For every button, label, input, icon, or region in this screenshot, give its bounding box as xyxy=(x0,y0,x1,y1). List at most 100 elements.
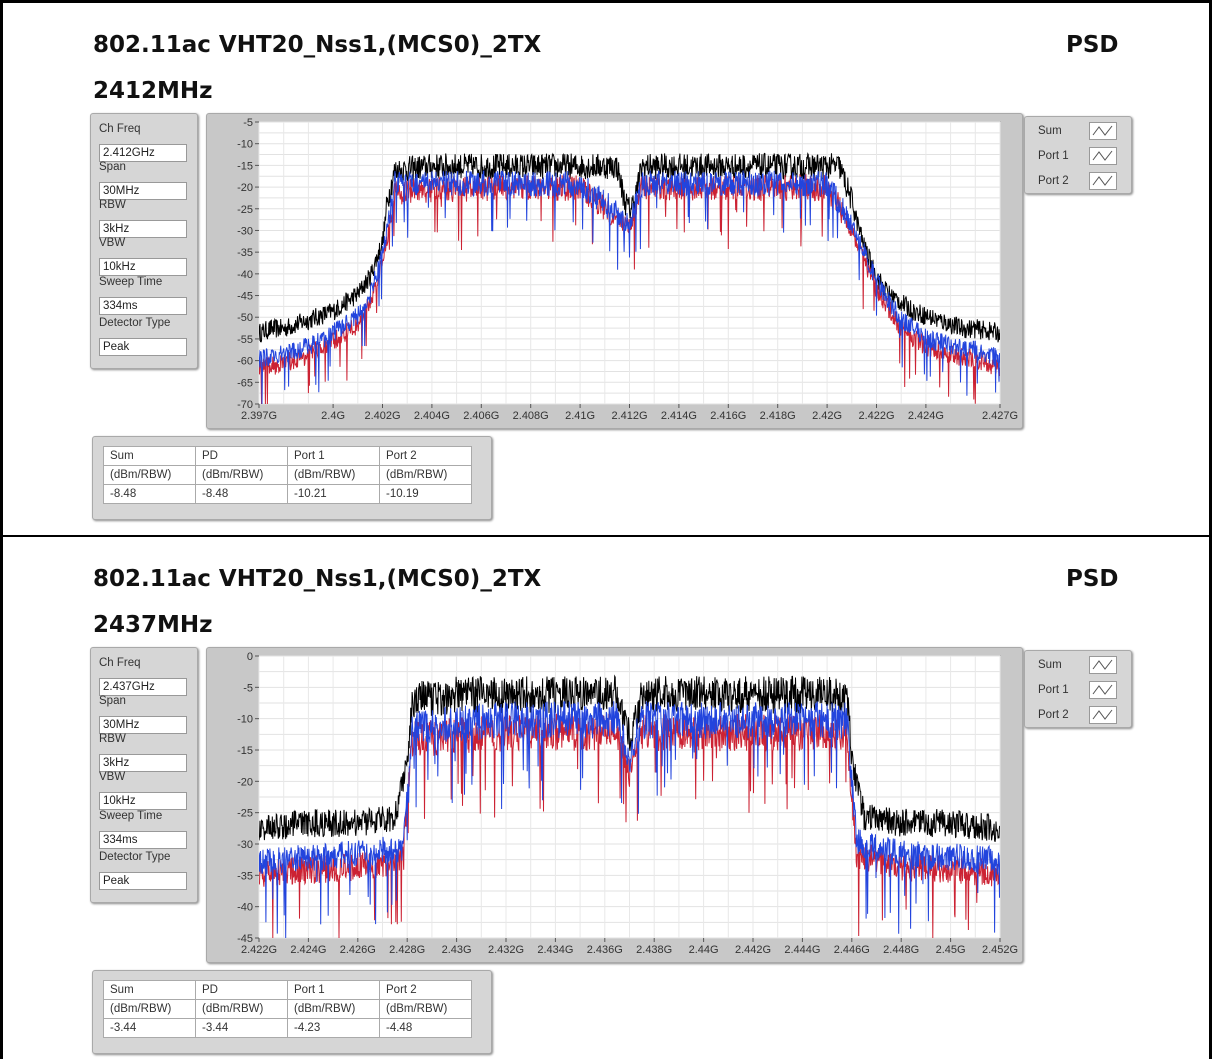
y-tick-label: -70 xyxy=(237,399,253,411)
setting-label: Ch Freq xyxy=(99,657,141,669)
y-tick-label: -35 xyxy=(237,870,253,882)
table-value: -8.48 xyxy=(195,484,288,504)
results-panel: Sum PD Port 1 Port 2 (dBm/RBW) (dBm/RBW)… xyxy=(92,970,492,1054)
x-tick-label: 2.404G xyxy=(414,410,450,422)
plot-style-icon[interactable] xyxy=(1089,681,1117,699)
table-unit: (dBm/RBW) xyxy=(379,999,472,1019)
table-header: Port 1 xyxy=(287,980,380,1000)
y-tick-label: -35 xyxy=(237,247,253,259)
setting-label: Span xyxy=(99,695,126,707)
psd-panel: 802.11ac VHT20_Nss1,(MCS0)_2TX 2412MHz P… xyxy=(0,0,1212,537)
table-value: -10.21 xyxy=(287,484,380,504)
plot-style-icon[interactable] xyxy=(1089,172,1117,190)
channel-title: 2412MHz xyxy=(93,78,213,104)
x-tick-label: 2.424G xyxy=(290,944,326,956)
plot-style-icon[interactable] xyxy=(1089,706,1117,724)
table-value: -10.19 xyxy=(379,484,472,504)
psd-label: PSD xyxy=(1066,566,1119,592)
legend-item[interactable]: Port 2 xyxy=(1025,703,1131,728)
legend-item[interactable]: Port 2 xyxy=(1025,169,1131,194)
x-tick-label: 2.444G xyxy=(784,944,820,956)
y-tick-label: -45 xyxy=(237,291,253,303)
plot-style-icon[interactable] xyxy=(1089,656,1117,674)
series-line-port-2 xyxy=(259,170,1000,404)
setting-field-vbw[interactable]: 10kHz xyxy=(99,792,187,810)
y-tick-label: -40 xyxy=(237,902,253,914)
x-tick-label: 2.446G xyxy=(834,944,870,956)
series-line-port-2 xyxy=(259,701,1000,938)
setting-field-sweep-time[interactable]: 334ms xyxy=(99,297,187,315)
y-tick-label: -20 xyxy=(237,776,253,788)
setting-field-detector-type[interactable]: Peak xyxy=(99,872,187,890)
setting-field-vbw[interactable]: 10kHz xyxy=(99,258,187,276)
test-title: 802.11ac VHT20_Nss1,(MCS0)_2TX xyxy=(93,566,542,592)
x-tick-label: 2.43G xyxy=(442,944,472,956)
legend-item[interactable]: Port 1 xyxy=(1025,144,1131,169)
setting-label: Span xyxy=(99,161,126,173)
psd-label: PSD xyxy=(1066,32,1119,58)
table-row: -8.48 -8.48 -10.21 -10.19 xyxy=(103,484,472,504)
setting-field-span[interactable]: 30MHz xyxy=(99,182,187,200)
setting-field-detector-type[interactable]: Peak xyxy=(99,338,187,356)
x-tick-label: 2.436G xyxy=(587,944,623,956)
x-tick-label: 2.434G xyxy=(537,944,573,956)
y-tick-label: -50 xyxy=(237,312,253,324)
setting-field-ch-freq[interactable]: 2.412GHz xyxy=(99,144,187,162)
x-tick-label: 2.414G xyxy=(661,410,697,422)
legend-label: Port 2 xyxy=(1038,709,1069,721)
x-tick-label: 2.406G xyxy=(463,410,499,422)
x-tick-label: 2.426G xyxy=(340,944,376,956)
plot-style-icon[interactable] xyxy=(1089,147,1117,165)
setting-field-sweep-time[interactable]: 334ms xyxy=(99,831,187,849)
y-tick-label: -5 xyxy=(243,682,253,694)
x-tick-label: 2.45G xyxy=(936,944,966,956)
setting-label: Sweep Time xyxy=(99,810,163,822)
x-tick-label: 2.402G xyxy=(364,410,400,422)
legend-item[interactable]: Sum xyxy=(1025,119,1131,144)
y-tick-label: -45 xyxy=(237,933,253,945)
grid xyxy=(258,655,1001,939)
x-tick-label: 2.424G xyxy=(908,410,944,422)
setting-field-span[interactable]: 30MHz xyxy=(99,716,187,734)
y-tick-label: -65 xyxy=(237,377,253,389)
setting-field-ch-freq[interactable]: 2.437GHz xyxy=(99,678,187,696)
y-tick-label: -55 xyxy=(237,334,253,346)
y-tick-label: -20 xyxy=(237,182,253,194)
legend-label: Sum xyxy=(1038,125,1062,137)
legend-item[interactable]: Sum xyxy=(1025,653,1131,678)
chart-legend: Sum Port 1 Port 2 xyxy=(1024,650,1132,728)
x-tick-label: 2.41G xyxy=(565,410,595,422)
table-value: -3.44 xyxy=(103,1018,196,1038)
table-row: (dBm/RBW) (dBm/RBW) (dBm/RBW) (dBm/RBW) xyxy=(103,999,472,1019)
x-tick-label: 2.412G xyxy=(611,410,647,422)
series-line-sum xyxy=(259,674,1000,842)
table-row: -3.44 -3.44 -4.23 -4.48 xyxy=(103,1018,472,1038)
settings-panel: Ch Freq 2.412GHz Span 30MHz RBW 3kHz VBW… xyxy=(90,113,198,369)
x-tick-label: 2.432G xyxy=(488,944,524,956)
table-unit: (dBm/RBW) xyxy=(103,999,196,1019)
y-tick-label: -30 xyxy=(237,225,253,237)
legend-item[interactable]: Port 1 xyxy=(1025,678,1131,703)
psd-chart: 0 -5 -10 -15 -20 -25 -30 -35 -40 -45 2.422G 2.424G 2… xyxy=(206,647,1023,963)
plot-style-icon[interactable] xyxy=(1089,122,1117,140)
psd-chart-svg: 0 -5 -10 -15 -20 -25 -30 -35 -40 -452.422G 2.424G 2… xyxy=(237,651,1018,956)
results-table: Sum PD Port 1 Port 2 (dBm/RBW) (dBm/RBW)… xyxy=(103,446,472,504)
x-tick-label: 2.422G xyxy=(241,944,277,956)
y-tick-label: -10 xyxy=(237,139,253,151)
table-header: Sum xyxy=(103,446,196,466)
table-unit: (dBm/RBW) xyxy=(103,465,196,485)
results-table: Sum PD Port 1 Port 2 (dBm/RBW) (dBm/RBW)… xyxy=(103,980,472,1038)
table-value: -4.48 xyxy=(379,1018,472,1038)
psd-panel: 802.11ac VHT20_Nss1,(MCS0)_2TX 2437MHz P… xyxy=(0,537,1212,1059)
table-header: Port 2 xyxy=(379,446,472,466)
setting-field-rbw[interactable]: 3kHz xyxy=(99,754,187,772)
table-row: Sum PD Port 1 Port 2 xyxy=(103,980,472,1000)
x-tick-label: 2.442G xyxy=(735,944,771,956)
legend-label: Port 2 xyxy=(1038,175,1069,187)
setting-label: RBW xyxy=(99,199,126,211)
setting-field-rbw[interactable]: 3kHz xyxy=(99,220,187,238)
x-tick-label: 2.418G xyxy=(760,410,796,422)
x-tick-label: 2.448G xyxy=(883,944,919,956)
table-value: -4.23 xyxy=(287,1018,380,1038)
